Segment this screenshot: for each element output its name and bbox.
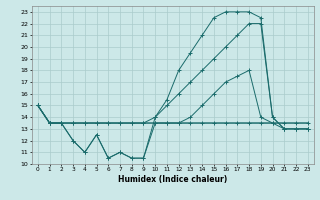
X-axis label: Humidex (Indice chaleur): Humidex (Indice chaleur) — [118, 175, 228, 184]
